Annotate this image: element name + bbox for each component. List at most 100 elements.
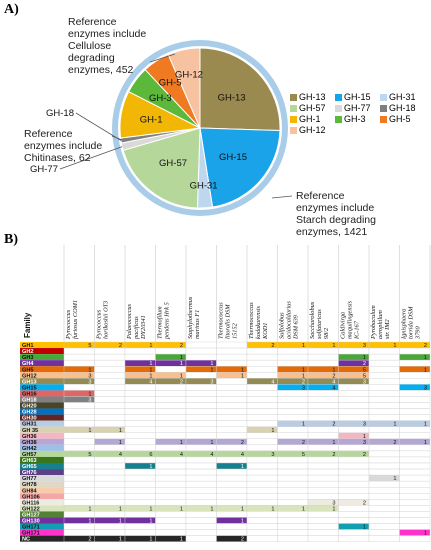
- pie-label-gh-1: GH-1: [140, 114, 163, 125]
- cell-value: 1: [363, 525, 366, 531]
- cell-value: 1: [180, 373, 183, 379]
- family-cell: [20, 505, 64, 512]
- chitinases-line-1: Reference: [24, 128, 73, 140]
- table-cell: [94, 396, 126, 403]
- legend-label: GH-77: [344, 103, 371, 113]
- family-cell: [20, 378, 64, 385]
- table-cell: [94, 353, 126, 361]
- family-cell: [20, 354, 64, 361]
- cell-value: 1: [119, 440, 122, 446]
- cell-value: 1: [424, 367, 427, 373]
- table-cell: [277, 359, 309, 367]
- chitinases-line-2: enzymes include: [24, 140, 103, 152]
- column-header: Thermococcus litoralis DSM 15152: [218, 302, 239, 339]
- pie-label-gh-15: GH-15: [219, 152, 247, 163]
- table-cell: [185, 523, 217, 530]
- family-name: GH31: [22, 422, 37, 428]
- table-cell: [399, 474, 431, 482]
- family-name: GH3: [22, 355, 34, 361]
- table-cell: [307, 529, 339, 536]
- table-cell: [246, 384, 278, 391]
- table-cell: [94, 378, 126, 385]
- table-cell: [277, 347, 309, 355]
- cell-value: 1: [393, 343, 396, 349]
- table-cell: [63, 402, 95, 409]
- table-cell: [307, 396, 339, 403]
- table-row: GH77 1: [20, 474, 431, 482]
- table-cell: [216, 359, 248, 367]
- family-cell: [20, 426, 64, 433]
- table-cell: [185, 444, 217, 452]
- family-name: GH5: [22, 367, 34, 373]
- family-name: GH116: [22, 500, 39, 506]
- family-name: GH13: [22, 379, 37, 385]
- column-header-text: 3790: [415, 326, 422, 340]
- table-cell: [155, 480, 187, 488]
- legend-item-gh-1: GH-1: [290, 114, 321, 124]
- table-cell: [307, 408, 339, 415]
- cellulose-line-3: Cellulose: [68, 40, 112, 52]
- table-cell: [399, 450, 431, 458]
- cell-value: 2: [332, 452, 335, 458]
- table-cell: [124, 396, 156, 403]
- cell-value: 3: [363, 343, 366, 349]
- column-header-text: litoralis DSM: [225, 304, 232, 339]
- table-row: GH2: [20, 347, 431, 355]
- table-cell: [368, 378, 400, 385]
- starch-annotation: Reference enzymes include Starch degradi…: [296, 190, 376, 238]
- chitinases-line-3: Chitinases, 62: [24, 152, 91, 164]
- table-cell: [399, 511, 431, 518]
- table-cell: [185, 353, 217, 361]
- cell-value: 1: [302, 343, 305, 349]
- table-cell: [307, 432, 339, 440]
- table-cell: [124, 474, 156, 482]
- chitinases-leader: [111, 135, 123, 141]
- legend-item-gh-31: GH-31: [380, 92, 416, 102]
- table-cell: [368, 408, 400, 415]
- table-cell: [307, 402, 339, 409]
- table-row: GH78: [20, 480, 431, 488]
- legend-item-gh-12: GH-12: [290, 125, 326, 135]
- table-cell: [338, 444, 370, 452]
- family-name: GH63: [22, 458, 37, 464]
- table-cell: [216, 444, 248, 452]
- cell-value: 5: [88, 343, 91, 349]
- cell-value: 1: [241, 464, 244, 470]
- table-cell: [246, 365, 278, 373]
- cell-value: 1: [88, 367, 91, 373]
- table-cell: [246, 474, 278, 482]
- table-cell: [63, 420, 95, 427]
- table-cell: [277, 414, 309, 421]
- table-cell: [185, 420, 217, 427]
- table-cell: [307, 359, 339, 367]
- family-name: GH65: [22, 464, 37, 470]
- starch-line-4: enzymes, 1421: [296, 226, 368, 238]
- table-cell: [63, 529, 95, 536]
- table-cell: [94, 468, 126, 476]
- table-cell: [155, 462, 187, 470]
- table-cell: [185, 462, 217, 470]
- column-header-text: horikoshii OT3: [103, 301, 110, 339]
- table-cell: [399, 359, 431, 367]
- family-cell: [20, 523, 64, 530]
- family-name: GH30: [22, 416, 37, 422]
- cellulose-line-5: enzymes, 452: [68, 64, 134, 76]
- table-cell: [338, 480, 370, 488]
- table-cell: [307, 390, 339, 397]
- table-cell: [155, 426, 187, 433]
- table-cell: [94, 365, 126, 373]
- family-cell: [20, 432, 64, 439]
- family-name: GH 35: [22, 428, 38, 434]
- pie-label-gh-31: GH-31: [190, 180, 218, 191]
- table-cell: [307, 474, 339, 482]
- table-cell: [277, 353, 309, 361]
- table-row: GH106: [20, 493, 431, 500]
- table-cell: [216, 529, 248, 536]
- table-row: GH116 3 2: [20, 499, 431, 506]
- cell-value: 1: [149, 506, 152, 512]
- table-cell: [155, 523, 187, 530]
- family-cell: [20, 511, 64, 518]
- table-cell: [368, 450, 400, 458]
- table-cell: [216, 480, 248, 488]
- table-cell: [307, 347, 339, 355]
